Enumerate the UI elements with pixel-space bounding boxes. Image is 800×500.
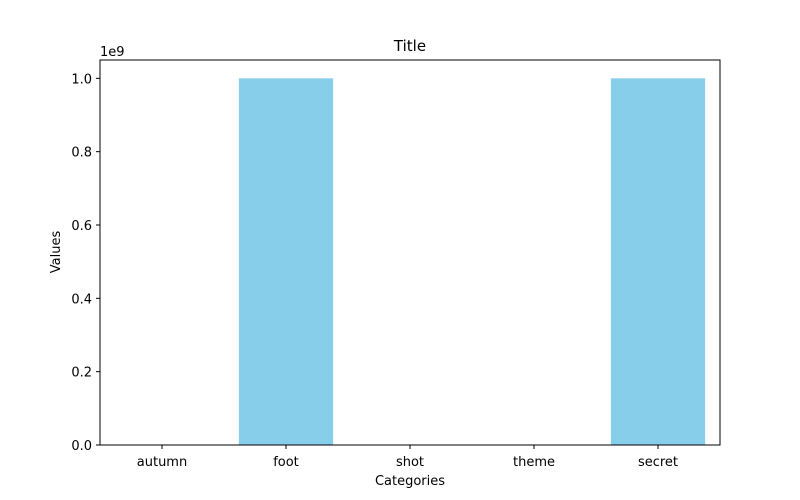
y-axis: 0.0 0.2 0.4 0.6 0.8 1.0 (71, 72, 100, 454)
y-tick-label: 1.0 (71, 72, 92, 87)
y-tick-label: 0.4 (71, 292, 92, 307)
y-tick-label: 0.6 (71, 219, 92, 234)
bar-foot (238, 78, 334, 445)
plot-frame (99, 59, 721, 446)
y-tick-label: 0.0 (71, 439, 92, 454)
x-tick-label-shot: shot (396, 455, 424, 470)
bars-group (238, 78, 706, 445)
x-axis: autumn foot shot theme secret (137, 445, 678, 470)
x-tick-label-secret: secret (638, 455, 678, 470)
x-tick-label-autumn: autumn (137, 455, 187, 470)
y-axis-label: Values (49, 231, 64, 274)
bar-secret (610, 78, 706, 445)
y-tick-label: 0.2 (71, 366, 92, 381)
chart-title: Title (393, 37, 426, 55)
y-scale-label: 1e9 (100, 45, 125, 60)
y-tick-label: 0.8 (71, 146, 92, 161)
x-axis-label: Categories (375, 474, 445, 489)
x-tick-label-theme: theme (513, 455, 555, 470)
x-tick-label-foot: foot (273, 455, 299, 470)
